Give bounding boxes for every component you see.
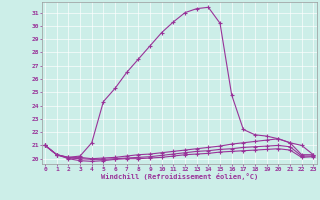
X-axis label: Windchill (Refroidissement éolien,°C): Windchill (Refroidissement éolien,°C) — [100, 173, 258, 180]
